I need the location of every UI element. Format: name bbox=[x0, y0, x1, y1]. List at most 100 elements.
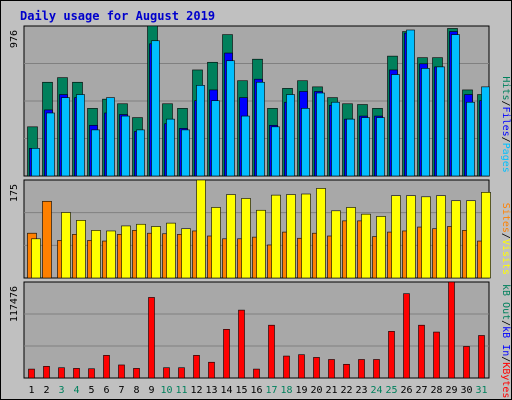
bar-visits bbox=[301, 193, 311, 279]
bar-pages bbox=[256, 81, 265, 177]
bar-pages bbox=[286, 94, 295, 177]
bar-pages bbox=[61, 97, 70, 177]
bar-visits bbox=[181, 228, 191, 279]
bar-visits bbox=[361, 213, 371, 279]
bar-visits bbox=[241, 198, 251, 279]
bar-pages bbox=[346, 118, 355, 177]
x-tick-label: 26 bbox=[400, 385, 412, 396]
legend-item: Visits bbox=[500, 239, 511, 275]
x-tick-label: 5 bbox=[88, 385, 94, 396]
bar-kbytes bbox=[313, 357, 320, 379]
legend-item: kB In bbox=[500, 326, 511, 356]
bar-kbytes bbox=[283, 355, 290, 379]
bar-pages bbox=[481, 86, 490, 177]
x-tick-label: 14 bbox=[220, 385, 232, 396]
legend: kB Out/kB In/KBytes bbox=[500, 284, 511, 398]
x-tick-label: 23 bbox=[355, 385, 367, 396]
bar-visits bbox=[376, 216, 386, 279]
bar-visits bbox=[256, 209, 266, 279]
bar-pages bbox=[451, 34, 460, 177]
bar-pages bbox=[46, 112, 55, 177]
bar-visits bbox=[76, 220, 86, 279]
bar-kbytes bbox=[73, 368, 80, 379]
bar-visits bbox=[481, 192, 491, 279]
bar-kbytes bbox=[88, 368, 95, 379]
legend-item: Sites bbox=[500, 203, 511, 233]
bar-kbytes bbox=[433, 331, 440, 379]
x-tick-label: 30 bbox=[460, 385, 472, 396]
bar-kbytes bbox=[298, 354, 305, 379]
x-tick-label: 28 bbox=[430, 385, 442, 396]
panel-3: 117476 kB Out/kB In/KBytes bbox=[9, 281, 511, 398]
bar-pages bbox=[181, 129, 190, 177]
bar-visits bbox=[286, 194, 296, 279]
bar-kbytes bbox=[178, 367, 185, 379]
legend-item: / bbox=[500, 356, 511, 362]
bar-visits bbox=[31, 238, 41, 279]
x-tick-label: 11 bbox=[175, 385, 187, 396]
bar-pages bbox=[91, 129, 100, 177]
legend: Hits/Files/Pages bbox=[500, 76, 511, 172]
bar-kbytes bbox=[58, 367, 65, 379]
x-tick-label: 25 bbox=[385, 385, 397, 396]
bar-kbytes bbox=[208, 361, 215, 379]
bar-visits bbox=[346, 207, 356, 279]
x-tick-label: 7 bbox=[118, 385, 124, 396]
bar-visits bbox=[136, 223, 146, 279]
bar-pages bbox=[271, 126, 280, 177]
chart-title: Daily usage for August 2019 bbox=[20, 9, 215, 23]
bar-kbytes bbox=[388, 331, 395, 379]
x-tick-label: 18 bbox=[280, 385, 292, 396]
bar-visits bbox=[121, 225, 131, 279]
bar-kbytes bbox=[133, 368, 140, 379]
bar-kbytes bbox=[28, 368, 35, 379]
bar-visits bbox=[451, 200, 461, 279]
bar-kbytes bbox=[343, 363, 350, 379]
bar-pages bbox=[106, 97, 115, 177]
bar-visits bbox=[226, 194, 236, 279]
bar-pages bbox=[406, 29, 415, 177]
bar-visits bbox=[316, 188, 326, 279]
bar-pages bbox=[136, 129, 145, 177]
bar-visits bbox=[166, 222, 176, 279]
bar-kbytes bbox=[118, 364, 125, 379]
bar-visits bbox=[406, 195, 416, 279]
bar-pages bbox=[436, 66, 445, 177]
legend-item: / bbox=[500, 137, 511, 143]
legend-item: Hits bbox=[500, 76, 511, 100]
bar-kbytes bbox=[403, 293, 410, 379]
bar-pages bbox=[76, 94, 85, 177]
bar-pages bbox=[151, 40, 160, 177]
x-tick-label: 27 bbox=[415, 385, 427, 396]
x-tick-label: 6 bbox=[103, 385, 109, 396]
x-tick-label: 10 bbox=[160, 385, 172, 396]
bar-pages bbox=[391, 74, 400, 177]
x-tick-label: 15 bbox=[235, 385, 247, 396]
bar-pages bbox=[301, 108, 310, 177]
x-tick-label: 8 bbox=[133, 385, 139, 396]
y-max-label: 976 bbox=[9, 30, 20, 48]
legend-item: kB Out bbox=[500, 284, 511, 320]
legend-item: Files bbox=[500, 107, 511, 137]
bar-visits bbox=[436, 195, 446, 279]
bar-kbytes bbox=[163, 367, 170, 379]
y-max-label: 175 bbox=[9, 184, 20, 202]
bar-kbytes bbox=[193, 355, 200, 379]
bar-pages bbox=[226, 60, 235, 177]
bar-kbytes bbox=[373, 359, 380, 379]
plot-area bbox=[23, 281, 490, 379]
x-tick-label: 3 bbox=[58, 385, 64, 396]
bar-pages bbox=[121, 115, 130, 177]
bar-pages bbox=[421, 68, 430, 177]
bar-pages bbox=[331, 101, 340, 177]
bar-visits bbox=[331, 210, 341, 279]
bar-kbytes bbox=[148, 297, 155, 379]
x-tick-label: 1 bbox=[28, 385, 34, 396]
x-tick-label: 19 bbox=[295, 385, 307, 396]
legend-item: / bbox=[500, 233, 511, 239]
bar-kbytes bbox=[238, 309, 245, 379]
x-tick-label: 17 bbox=[265, 385, 277, 396]
bar-visits bbox=[271, 194, 281, 279]
panel-2: 175 Sites/Visits bbox=[9, 179, 511, 279]
